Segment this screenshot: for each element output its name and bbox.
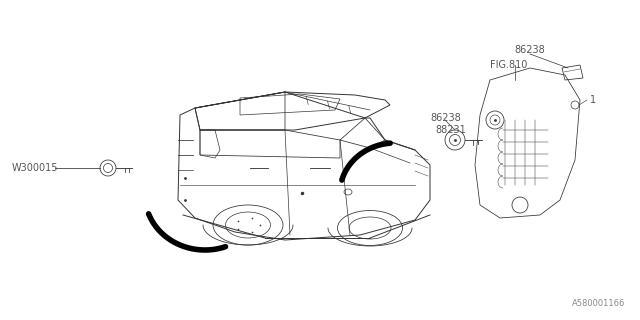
- Text: 86238: 86238: [430, 113, 461, 123]
- Text: FIG.810: FIG.810: [490, 60, 527, 70]
- Text: W300015: W300015: [12, 163, 58, 173]
- Text: 86238: 86238: [515, 45, 545, 55]
- Text: A580001166: A580001166: [572, 299, 625, 308]
- Text: 88231: 88231: [435, 125, 466, 135]
- Text: 1: 1: [590, 95, 596, 105]
